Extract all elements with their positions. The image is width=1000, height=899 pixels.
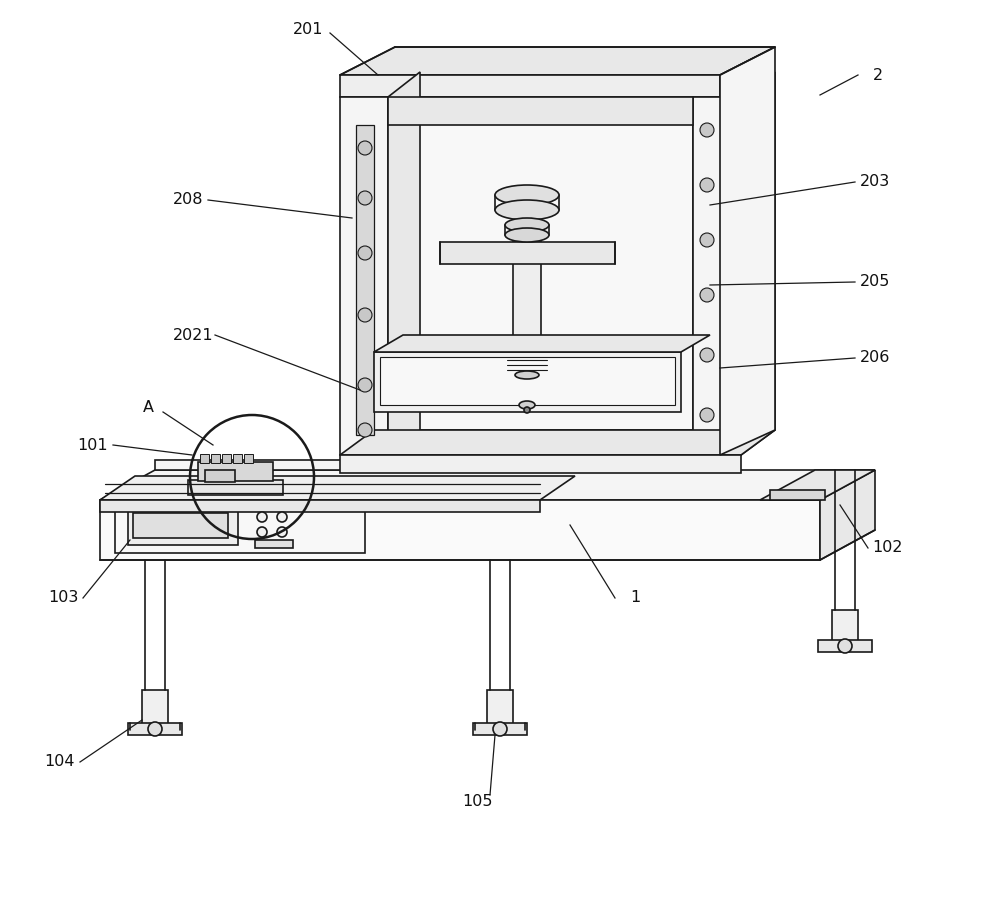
Ellipse shape (519, 401, 535, 409)
Bar (198, 462, 273, 481)
Text: 2: 2 (873, 67, 883, 83)
Circle shape (524, 407, 530, 413)
Bar (818, 640, 872, 652)
Bar (188, 480, 283, 495)
Bar (100, 500, 540, 512)
Bar (374, 352, 681, 412)
Bar (832, 610, 858, 642)
Text: 104: 104 (45, 754, 75, 770)
Text: 102: 102 (873, 540, 903, 556)
Bar (133, 513, 228, 538)
Bar (233, 454, 242, 463)
Circle shape (700, 233, 714, 247)
Text: 201: 201 (293, 22, 323, 38)
Bar (340, 75, 720, 97)
Bar (515, 377, 539, 407)
Text: 206: 206 (860, 351, 890, 366)
Polygon shape (720, 47, 775, 455)
Circle shape (148, 722, 162, 736)
Text: 205: 205 (860, 274, 890, 289)
Bar (519, 398, 535, 406)
Polygon shape (388, 72, 420, 455)
Circle shape (257, 527, 267, 537)
Circle shape (700, 123, 714, 137)
Bar (128, 510, 238, 545)
Circle shape (838, 639, 852, 653)
Circle shape (358, 141, 372, 155)
Bar (770, 490, 825, 500)
Bar (211, 454, 220, 463)
Bar (222, 454, 231, 463)
Bar (693, 97, 741, 455)
Polygon shape (741, 72, 775, 455)
Text: 101: 101 (78, 438, 108, 452)
Circle shape (358, 378, 372, 392)
Text: A: A (143, 400, 154, 415)
Polygon shape (340, 430, 775, 455)
Bar (440, 242, 615, 264)
Ellipse shape (495, 185, 559, 205)
Circle shape (700, 288, 714, 302)
Polygon shape (155, 460, 540, 470)
Ellipse shape (505, 228, 549, 242)
Bar (340, 97, 388, 455)
Bar (388, 97, 693, 125)
Circle shape (358, 246, 372, 260)
Circle shape (257, 512, 267, 522)
Bar (128, 723, 182, 735)
Bar (487, 690, 513, 725)
Bar (200, 454, 209, 463)
Ellipse shape (505, 218, 549, 232)
Text: 2021: 2021 (173, 327, 213, 343)
Polygon shape (374, 335, 710, 352)
Bar (388, 97, 693, 430)
Bar (142, 690, 168, 725)
Bar (507, 355, 547, 377)
Text: 103: 103 (48, 591, 78, 606)
Bar (244, 454, 253, 463)
Bar (205, 470, 235, 482)
Polygon shape (760, 470, 875, 500)
Bar (356, 125, 374, 435)
Bar (473, 723, 527, 735)
Circle shape (700, 178, 714, 192)
Circle shape (358, 191, 372, 205)
Text: 1: 1 (630, 591, 640, 606)
Ellipse shape (515, 371, 539, 379)
Bar (100, 500, 820, 560)
Polygon shape (100, 470, 875, 500)
Circle shape (358, 308, 372, 322)
Circle shape (358, 423, 372, 437)
Bar (255, 540, 293, 548)
Bar (115, 505, 365, 553)
Bar (513, 242, 541, 357)
Bar (340, 455, 741, 473)
Circle shape (700, 348, 714, 362)
Polygon shape (820, 470, 875, 560)
Polygon shape (100, 476, 575, 500)
Text: 203: 203 (860, 174, 890, 190)
Circle shape (277, 512, 287, 522)
Circle shape (700, 408, 714, 422)
Text: 208: 208 (173, 192, 203, 208)
Ellipse shape (495, 200, 559, 220)
Circle shape (277, 527, 287, 537)
Polygon shape (340, 47, 775, 75)
Circle shape (493, 722, 507, 736)
Bar (380, 357, 675, 405)
Text: 105: 105 (463, 795, 493, 809)
